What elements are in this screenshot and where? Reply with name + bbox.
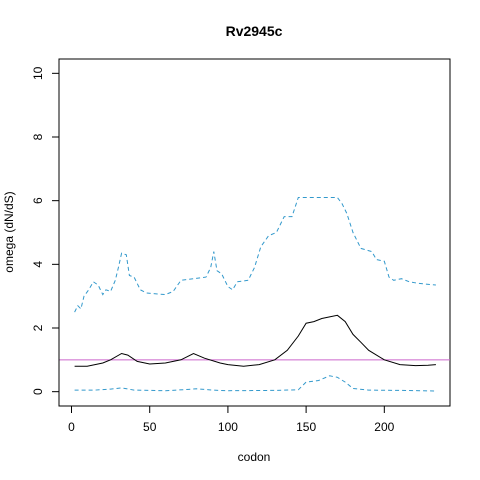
x-axis-label: codon <box>238 450 271 464</box>
y-tick-label: 0 <box>31 388 45 395</box>
x-tick-label: 50 <box>143 420 157 434</box>
y-tick-label: 10 <box>31 66 45 80</box>
y-tick-label: 4 <box>31 261 45 268</box>
y-axis-label: omega (dN/dS) <box>2 191 16 272</box>
y-tick-label: 2 <box>31 324 45 331</box>
x-tick-label: 0 <box>68 420 75 434</box>
x-axis: 0 50 100 150 200 <box>68 405 395 434</box>
y-axis: 0 2 4 6 8 10 <box>31 66 60 395</box>
chart-title: Rv2945c <box>226 23 283 39</box>
x-tick-label: 100 <box>218 420 238 434</box>
x-tick-label: 200 <box>374 420 394 434</box>
y-tick-label: 8 <box>31 133 45 140</box>
plot-area <box>58 58 451 407</box>
y-tick-label: 6 <box>31 197 45 204</box>
lower-bound-line <box>74 375 436 392</box>
omega-estimate-line <box>74 314 436 367</box>
plot-frame <box>58 58 451 407</box>
upper-bound-line <box>74 197 436 313</box>
x-tick-label: 150 <box>296 420 316 434</box>
